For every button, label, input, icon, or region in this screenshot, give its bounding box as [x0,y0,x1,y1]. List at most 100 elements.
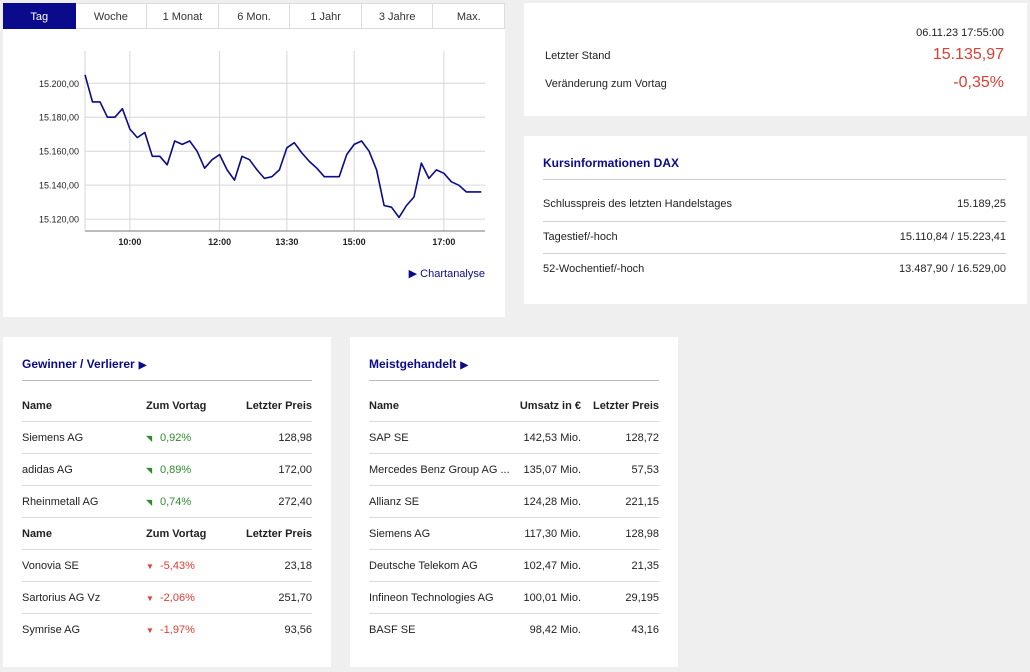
change-value: -1,97% [160,624,195,636]
kurs-row-value: 15.110,84 / 15.223,41 [899,231,1006,243]
stock-name: SAP SE [369,432,409,444]
last-price: 272,40 [278,496,312,508]
table-row[interactable]: Sartorius AG Vz ▼ -2,06% 251,70 [22,582,312,614]
trend-down-icon: ▼ [146,562,154,571]
column-header-change: Zum Vortag [146,400,207,412]
stock-name: Rheinmetall AG [22,496,99,508]
meistgehandelt-panel: Meistgehandelt ▶ Name Umsatz in € Letzter P… [350,337,678,667]
meistgehandelt-link[interactable]: Meistgehandelt ▶ [369,357,468,371]
meistgehandelt-title: Meistgehandelt [369,357,457,371]
tab-6-mon[interactable]: 6 Mon. [218,3,291,29]
column-header-volume: Umsatz in € [519,400,581,412]
table-row[interactable]: Mercedes Benz Group AG ... 135,07 Mio. 57,… [369,454,659,486]
kurs-row-label: 52-Wochentief/-hoch [543,263,645,275]
table-row[interactable]: Siemens AG ◥ 0,92% 128,98 [22,422,312,454]
kurs-row: Tagestief/-hoch 15.110,84 / 15.223,41 [543,221,1006,253]
kurs-row-label: Schlusspreis des letzten Handelstages [543,198,732,210]
price-chart: 15.200,00 15.180,00 15.160,00 15.140,00 15.1… [39,51,485,247]
stock-name: Infineon Technologies AG [369,592,494,604]
x-tick-label: 12:00 [208,237,231,247]
quote-timestamp: 06.11.23 17:55:00 [916,27,1004,39]
table-row[interactable]: BASF SE 98,42 Mio. 43,16 [369,614,659,646]
divider [22,380,312,381]
change-value: 0,92% [160,432,192,444]
tab-1-jahr[interactable]: 1 Jahr [290,3,362,29]
last-price: 43,16 [631,624,659,636]
stock-name: Siemens AG [22,432,84,444]
divider [543,221,1006,222]
chart-panel: Tag Woche 1 Monat 6 Mon. 1 Jahr 3 Jahre Max. 1… [3,3,506,317]
x-tick-label: 17:00 [432,237,455,247]
y-tick-label: 15.160,00 [39,147,79,157]
tab-3-jahre[interactable]: 3 Jahre [361,3,434,29]
stock-name: Symrise AG [22,624,81,636]
change-cell: ◥ 0,92% [146,422,191,455]
table-row[interactable]: Rheinmetall AG ◥ 0,74% 272,40 [22,486,312,518]
kurs-row-value: 15.189,25 [957,198,1006,210]
change-value: -2,06% [160,592,195,604]
column-header-name: Name [369,400,399,412]
table-header-row: Name Umsatz in € Letzter Preis [369,390,659,422]
y-tick-label: 15.180,00 [39,113,79,123]
change-value: -5,43% [160,560,195,572]
change-label: Veränderung zum Vortag [545,78,667,90]
tab-1-monat[interactable]: 1 Monat [147,3,219,29]
trend-down-icon: ▼ [146,594,154,603]
change-cell: ▼ -5,43% [146,550,195,583]
table-row[interactable]: Symrise AG ▼ -1,97% 93,56 [22,614,312,646]
kurs-row: 52-Wochentief/-hoch 13.487,90 / 16.529,0… [543,253,1006,285]
table-row[interactable]: Allianz SE 124,28 Mio. 221,15 [369,486,659,518]
table-row[interactable]: SAP SE 142,53 Mio. 128,72 [369,422,659,454]
trend-up-icon: ◥ [146,498,153,507]
kursinformationen-panel: Kursinformationen DAX Schlusspreis des l… [524,136,1027,304]
x-tick-label: 10:00 [118,237,141,247]
change-value: 0,74% [160,496,192,508]
tab-woche[interactable]: Woche [75,3,148,29]
divider [543,253,1006,254]
tab-max[interactable]: Max. [433,3,506,29]
last-price: 172,00 [278,464,312,476]
table-row[interactable]: Deutsche Telekom AG 102,47 Mio. 21,35 [369,550,659,582]
last-price: 23,18 [284,560,312,572]
kurs-row-value: 13.487,90 / 16.529,00 [898,263,1006,275]
divider [369,380,659,381]
gewinner-verlierer-title: Gewinner / Verlierer [22,357,135,371]
quote-summary-panel: 06.11.23 17:55:00 Letzter Stand 15.135,9… [524,3,1027,116]
last-price-label: Letzter Stand [545,50,611,62]
column-header-price: Letzter Preis [592,400,659,412]
period-tabs: Tag Woche 1 Monat 6 Mon. 1 Jahr 3 Jahre Max. [3,3,506,29]
table-header-row: Name Zum Vortag Letzter Preis [22,390,312,422]
tab-tag[interactable]: Tag [3,3,76,29]
table-header-row: Name Zum Vortag Letzter Preis [22,518,312,550]
last-price: 128,72 [625,432,659,444]
change-value: -0,35% [953,74,1004,91]
chartanalyse-link[interactable]: ▶ Chartanalyse [409,267,485,280]
play-icon: ▶ [460,360,469,371]
table-row[interactable]: Siemens AG 117,30 Mio. 128,98 [369,518,659,550]
table-row[interactable]: adidas AG ◥ 0,89% 172,00 [22,454,312,486]
change-cell: ◥ 0,74% [146,486,191,519]
table-row[interactable]: Vonovia SE ▼ -5,43% 23,18 [22,550,312,582]
column-header-change: Zum Vortag [146,528,207,540]
volume-cell: 135,07 Mio. [523,464,581,476]
chartanalyse-label: Chartanalyse [420,268,485,280]
y-tick-label: 15.120,00 [39,215,79,225]
volume-cell: 124,28 Mio. [523,496,581,508]
kursinformationen-title: Kursinformationen DAX [543,156,680,170]
stock-name: adidas AG [22,464,73,476]
stock-name: Deutsche Telekom AG [369,560,478,572]
kurs-row-label: Tagestief/-hoch [543,231,618,243]
x-tick-label: 13:30 [275,237,298,247]
series-line-dax [84,74,482,219]
last-price: 57,53 [631,464,659,476]
gewinner-verlierer-link[interactable]: Gewinner / Verlierer ▶ [22,357,146,371]
last-price-value: 15.135,97 [932,46,1004,63]
change-cell: ▼ -1,97% [146,614,195,647]
last-price: 221,15 [625,496,659,508]
trend-up-icon: ◥ [146,466,153,475]
stock-name: Siemens AG [369,528,431,540]
table-row[interactable]: Infineon Technologies AG 100,01 Mio. 29,19… [369,582,659,614]
stock-name: Allianz SE [369,496,420,508]
play-icon: ▶ [408,268,418,280]
volume-cell: 98,42 Mio. [529,624,581,636]
